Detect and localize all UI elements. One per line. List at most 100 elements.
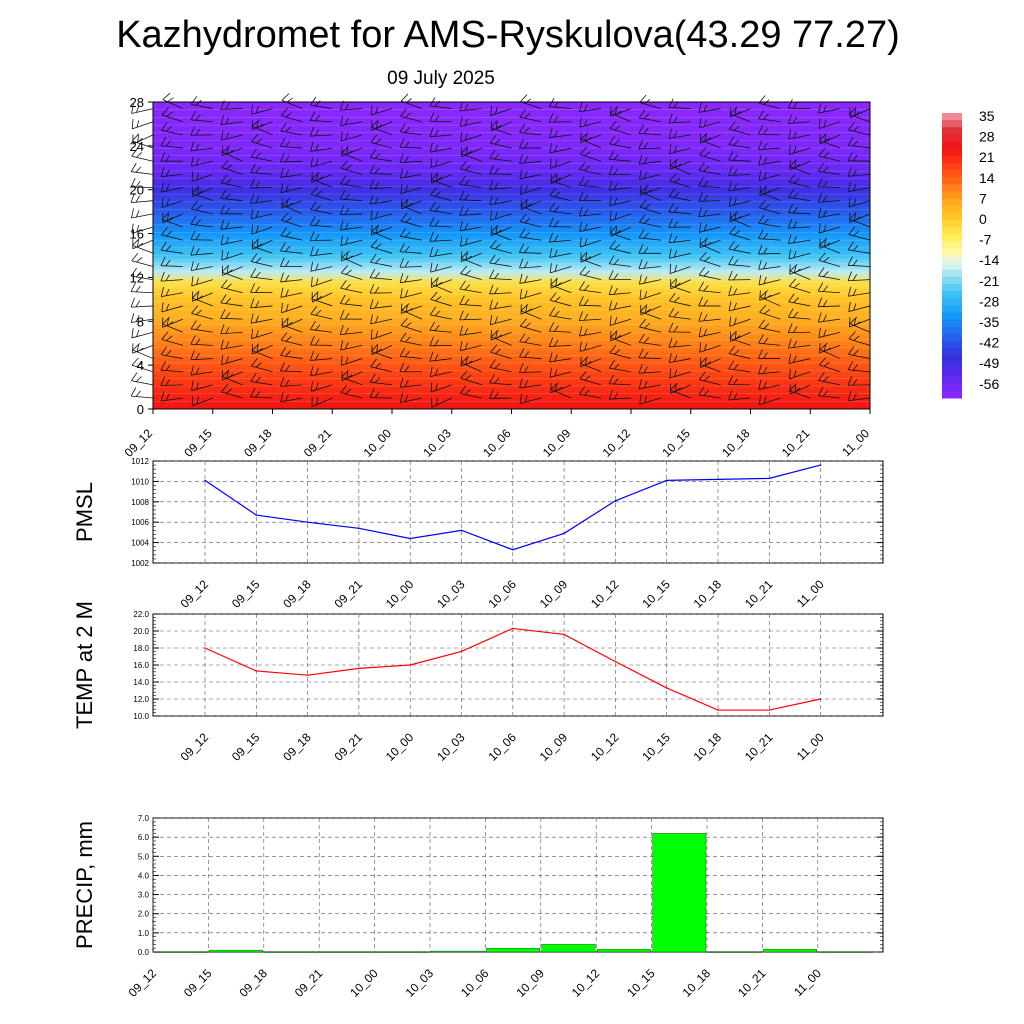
wind-barb — [519, 289, 542, 300]
barb-feather — [374, 272, 380, 279]
barb-feather — [644, 305, 647, 313]
wind-barb — [340, 279, 363, 294]
barb-feather — [311, 172, 313, 183]
barb-feather — [638, 244, 644, 254]
barb-feather — [579, 385, 586, 395]
wind-barb — [669, 159, 691, 170]
barb-feather — [130, 387, 137, 397]
barb-shaft — [788, 239, 811, 244]
barb-feather — [549, 247, 553, 258]
barb-feather — [729, 211, 731, 222]
barb-feather — [853, 230, 860, 237]
barb-shaft — [519, 221, 542, 228]
wind-barb — [520, 184, 542, 195]
barb-feather — [673, 116, 678, 123]
barb-feather — [848, 121, 855, 131]
barb-feather — [459, 221, 463, 231]
barb-feather — [819, 343, 821, 353]
barb-feather — [315, 248, 319, 256]
barb-shaft — [310, 266, 333, 272]
barb-feather — [255, 300, 260, 308]
barb-shaft — [280, 187, 303, 194]
wind-barb — [698, 222, 721, 233]
barb-feather — [345, 147, 349, 155]
barb-feather — [704, 358, 707, 366]
barb-shaft — [699, 345, 721, 353]
barb-feather — [584, 223, 588, 231]
barb-feather — [792, 221, 798, 229]
barb-shaft — [849, 108, 871, 119]
barb-feather — [614, 125, 621, 131]
barb-feather — [524, 217, 531, 224]
barb-feather — [822, 390, 829, 397]
barb-feather — [818, 372, 825, 381]
barb-shaft — [460, 358, 482, 367]
barb-feather — [191, 276, 194, 287]
wind-barb — [728, 240, 751, 254]
barb-shaft — [670, 165, 691, 175]
barb-shaft — [609, 263, 632, 267]
barb-feather — [137, 134, 140, 143]
barb-feather — [166, 335, 173, 342]
wind-barb — [519, 108, 542, 123]
data-point — [717, 478, 719, 481]
barb-feather — [281, 212, 289, 221]
wind-barb — [399, 138, 422, 149]
barb-shaft — [280, 292, 303, 298]
wind-barb — [639, 214, 661, 228]
wind-barb — [131, 119, 154, 130]
barb-shaft — [639, 326, 661, 333]
barb-shaft — [430, 314, 452, 320]
wind-barb — [669, 263, 691, 275]
barb-shaft — [848, 200, 871, 208]
barb-feather — [225, 312, 231, 319]
barb-feather — [225, 117, 230, 125]
wind-barb — [698, 102, 721, 113]
barb-feather — [728, 360, 735, 370]
wind-barb — [668, 353, 691, 364]
barb-feather — [549, 143, 553, 154]
wind-barb — [668, 233, 691, 244]
barb-feather — [734, 212, 737, 221]
wind-barb — [817, 282, 841, 294]
wind-barb — [250, 148, 273, 162]
wind-barb — [370, 329, 393, 340]
barb-feather — [220, 174, 228, 184]
barb-feather — [668, 98, 674, 108]
barb-feather — [346, 371, 349, 379]
wind-barb — [250, 387, 273, 399]
barb-shaft — [131, 275, 154, 281]
barb-shaft — [550, 266, 572, 274]
barb-feather — [758, 199, 766, 209]
barb-feather — [549, 202, 555, 212]
barb-feather — [728, 240, 735, 250]
barb-shaft — [728, 248, 751, 254]
barb-feather — [673, 250, 678, 258]
barb-feather — [225, 283, 232, 289]
barb-feather — [704, 134, 707, 142]
barb-feather — [135, 195, 140, 203]
barb-shaft — [609, 128, 632, 136]
wind-barb — [698, 371, 721, 386]
barb-feather — [399, 153, 404, 163]
barb-shaft — [280, 339, 303, 346]
barb-feather — [703, 390, 709, 396]
barb-feather — [376, 345, 379, 353]
barb-feather — [339, 309, 345, 320]
barb-shaft — [639, 384, 661, 390]
barb-feather — [848, 182, 852, 192]
barb-feather — [374, 391, 380, 398]
wind-barb — [459, 205, 482, 216]
wind-barb — [221, 159, 243, 175]
barb-feather — [285, 394, 289, 402]
data-point — [204, 479, 206, 482]
barb-feather — [758, 125, 764, 135]
barb-feather — [464, 342, 468, 350]
barb-feather — [703, 180, 709, 187]
barb-feather — [132, 342, 141, 351]
wind-barb — [848, 182, 871, 193]
wind-barb — [728, 136, 751, 149]
wind-barb — [310, 306, 333, 320]
barb-shaft — [759, 173, 781, 181]
wind-barb — [548, 322, 572, 333]
